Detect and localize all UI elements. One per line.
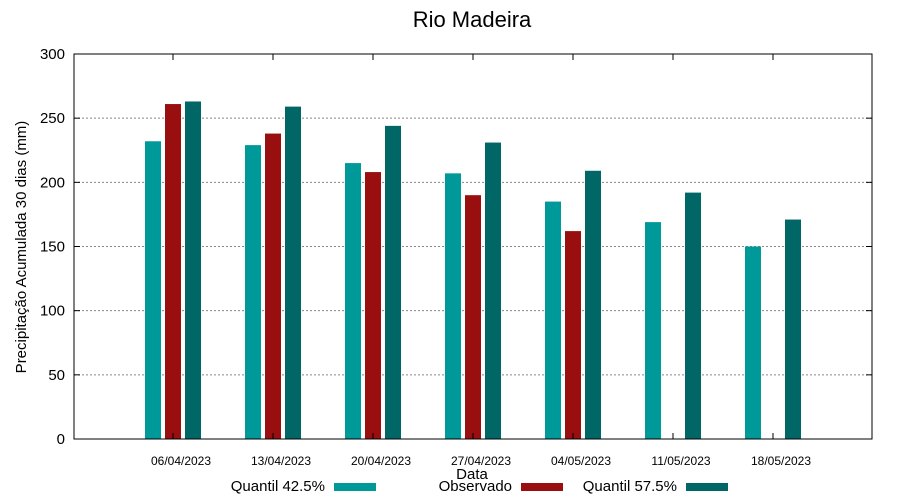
bar-observado [265,133,281,440]
y-tick-labels: 0 50 100 150 200 250 300 [40,46,872,448]
bar-quantil-57-5- [685,192,701,439]
x-tick-label: 13/04/2023 [251,454,311,468]
x-tick-label: 04/05/2023 [551,454,611,468]
grid-lines [74,117,872,376]
x-axis-label: Data [456,466,488,483]
y-tick-label: 200 [40,174,65,191]
bar-quantil-57-5- [485,142,501,440]
bar-observado [565,231,581,439]
bar-quantil-57-5- [285,106,301,439]
bar-quantil-57-5- [785,219,801,439]
y-tick-label: 0 [57,431,65,448]
x-tick-label: 06/04/2023 [151,454,211,468]
bar-quantil-42-5- [745,246,761,439]
bars [145,101,801,440]
bar-observado [365,172,381,440]
legend-label: Observado [439,478,512,495]
legend-swatch [334,483,376,491]
x-tick-label: 27/04/2023 [451,454,511,468]
x-tick-label: 20/04/2023 [351,454,411,468]
legend-swatch [521,483,563,491]
bar-quantil-42-5- [345,163,361,440]
y-tick-label: 150 [40,239,65,256]
bar-observado [465,195,481,439]
bar-quantil-42-5- [145,141,161,439]
legend: Quantil 42.5% Observado Quantil 57.5% [231,478,728,495]
chart-title: Rio Madeira [413,7,532,32]
y-tick-label: 50 [48,367,65,384]
legend-swatch [686,483,728,491]
bar-quantil-42-5- [645,222,661,439]
x-tick-label: 18/05/2023 [751,454,811,468]
y-tick-label: 300 [40,46,65,63]
y-tick-label: 100 [40,303,65,320]
y-tick-label: 250 [40,110,65,127]
bar-observado [165,104,181,440]
bar-quantil-42-5- [545,201,561,439]
bar-quantil-42-5- [245,145,261,439]
bar-quantil-57-5- [385,125,401,439]
legend-label: Quantil 42.5% [231,478,325,495]
bar-quantil-57-5- [585,170,601,440]
bar-quantil-57-5- [185,101,201,439]
y-axis-label: Precipitação Acumulada 30 dias (mm) [13,121,30,374]
bar-quantil-42-5- [445,173,461,439]
x-tick-label: 11/05/2023 [651,454,710,468]
legend-label: Quantil 57.5% [583,478,677,495]
x-tick-labels: 06/04/2023 13/04/2023 20/04/2023 27/04/2023… [151,54,811,468]
